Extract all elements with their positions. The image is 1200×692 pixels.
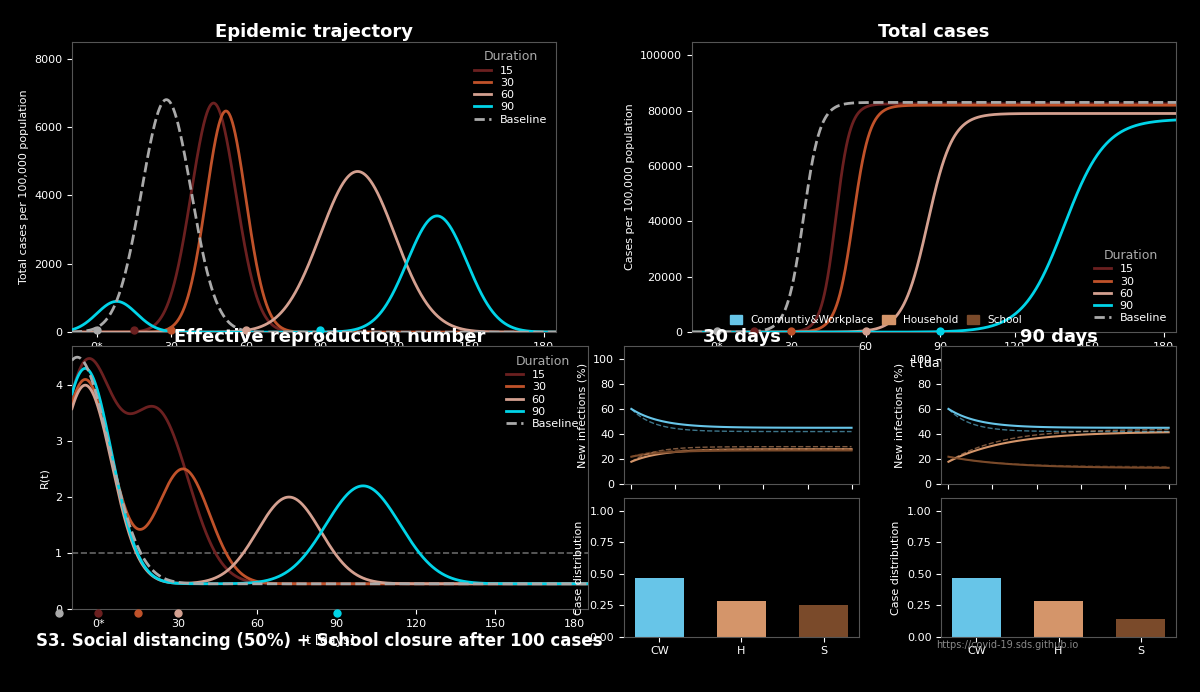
- Legend: 15, 30, 60, 90, Baseline: 15, 30, 60, 90, Baseline: [503, 352, 582, 432]
- Bar: [952, 578, 1001, 637]
- X-axis label: t [days]: t [days]: [306, 635, 354, 647]
- Y-axis label: Cases per 100,000 population: Cases per 100,000 population: [624, 104, 635, 270]
- Title: Epidemic trajectory: Epidemic trajectory: [215, 24, 413, 42]
- Y-axis label: Case distribution: Case distribution: [892, 520, 901, 614]
- Y-axis label: New infections (%): New infections (%): [895, 363, 905, 468]
- Bar: [716, 601, 766, 637]
- Bar: [1116, 619, 1165, 637]
- Legend: 15, 30, 60, 90, Baseline: 15, 30, 60, 90, Baseline: [472, 47, 551, 128]
- Title: 30 days: 30 days: [702, 328, 780, 346]
- Title: Total cases: Total cases: [878, 24, 990, 42]
- Y-axis label: Total cases per 100,000 population: Total cases per 100,000 population: [18, 89, 29, 284]
- X-axis label: t [days]: t [days]: [910, 358, 958, 370]
- Text: S3. Social distancing (50%) + School closure after 100 cases: S3. Social distancing (50%) + School clo…: [36, 632, 602, 650]
- Y-axis label: Case distribution: Case distribution: [574, 520, 584, 614]
- Bar: [635, 578, 684, 637]
- Bar: [799, 606, 848, 637]
- Y-axis label: R(t): R(t): [40, 467, 49, 488]
- X-axis label: t [days]: t [days]: [290, 358, 338, 370]
- Text: https://covid-19.sds.github.io: https://covid-19.sds.github.io: [936, 641, 1079, 650]
- Bar: [1034, 601, 1084, 637]
- Legend: Communtiy&Workplace, Household, School: Communtiy&Workplace, Household, School: [727, 313, 1025, 327]
- Legend: 15, 30, 60, 90, Baseline: 15, 30, 60, 90, Baseline: [1091, 246, 1170, 327]
- Y-axis label: New infections (%): New infections (%): [577, 363, 588, 468]
- Title: 90 days: 90 days: [1020, 328, 1098, 346]
- Title: Effective reproduction number: Effective reproduction number: [174, 328, 486, 346]
